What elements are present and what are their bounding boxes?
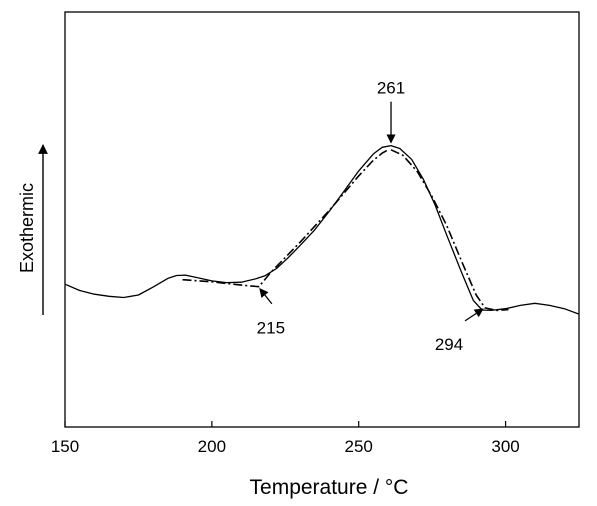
annotation-arrow-icon xyxy=(464,308,484,322)
annotations: 261 215 294 xyxy=(257,79,484,354)
y-axis-title: Exothermic xyxy=(17,183,37,273)
x-tick-label: 250 xyxy=(345,437,373,456)
y-axis-title-group: Exothermic xyxy=(17,144,48,315)
x-axis-title: Temperature / °C xyxy=(250,476,409,499)
annotation-label: 215 xyxy=(257,319,285,338)
annotation-arrow-icon xyxy=(259,288,273,305)
x-tick-labels: 150 200 250 300 xyxy=(51,437,520,456)
x-ticks xyxy=(64,421,507,427)
annotation-label: 294 xyxy=(435,335,463,354)
baseline-tangent xyxy=(390,149,509,312)
baseline-tangent xyxy=(182,149,389,288)
dsc-curve xyxy=(64,144,580,315)
plot-frame xyxy=(64,11,580,428)
x-tick-label: 150 xyxy=(51,437,79,456)
x-tick-label: 200 xyxy=(198,437,226,456)
x-tick-label: 300 xyxy=(491,437,519,456)
series-layer xyxy=(64,144,580,315)
annotation-label: 261 xyxy=(377,79,405,98)
